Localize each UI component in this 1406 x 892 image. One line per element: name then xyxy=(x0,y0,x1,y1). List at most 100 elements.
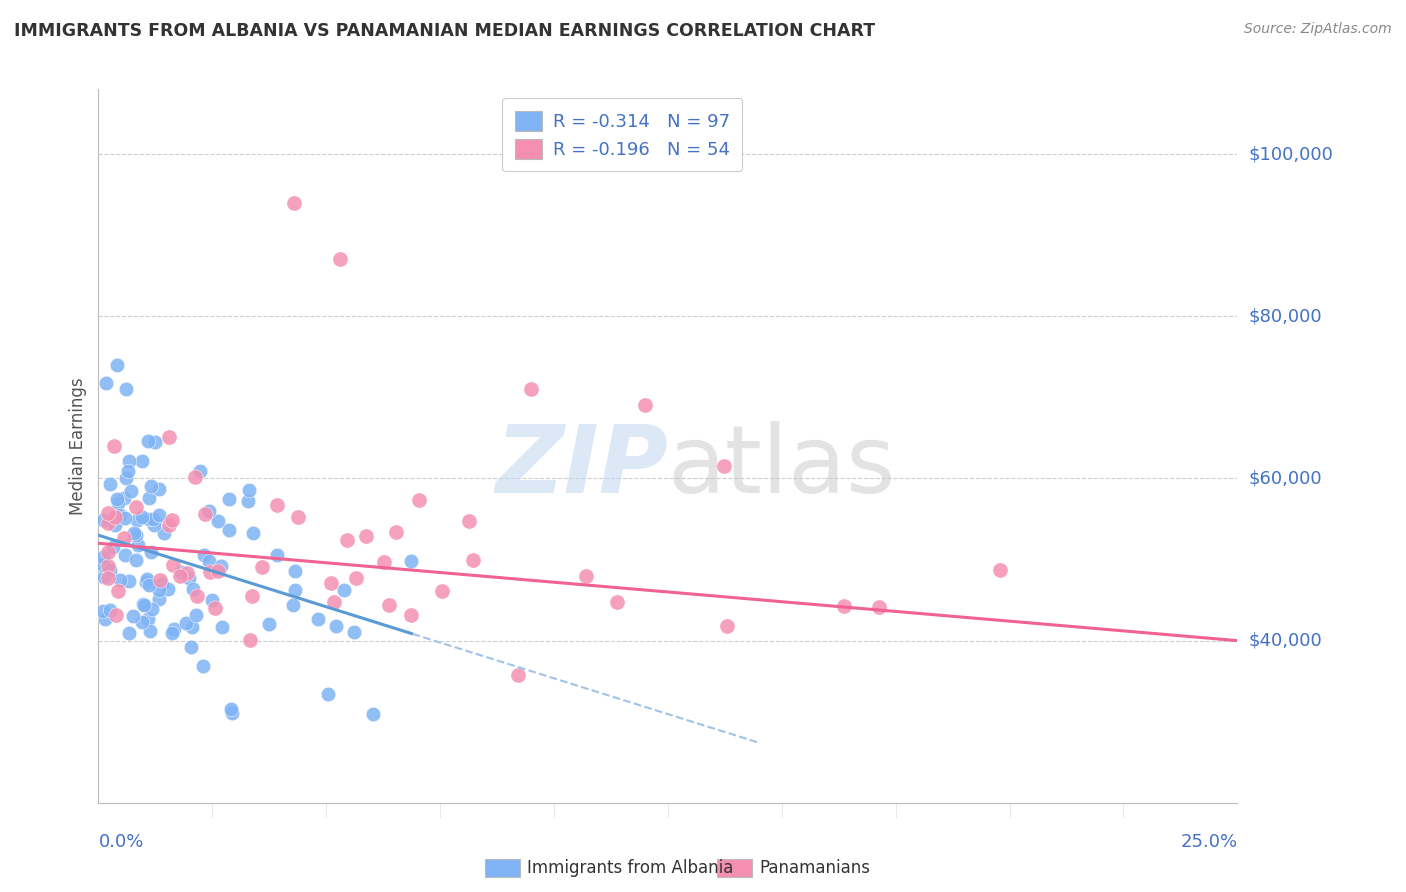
Point xyxy=(138,578,160,592)
Text: atlas: atlas xyxy=(668,421,896,514)
Point xyxy=(162,558,184,572)
Point xyxy=(159,430,181,444)
Point xyxy=(105,358,128,372)
Text: 25.0%: 25.0% xyxy=(1180,833,1237,851)
Point xyxy=(96,506,118,520)
Point xyxy=(342,624,364,639)
Point xyxy=(218,523,240,537)
Point xyxy=(107,584,129,599)
Point xyxy=(91,513,114,527)
Point xyxy=(93,612,115,626)
Point xyxy=(221,706,243,720)
Point xyxy=(131,510,153,524)
Point xyxy=(125,553,148,567)
Point xyxy=(194,507,217,521)
Point xyxy=(520,382,543,396)
Point xyxy=(266,498,288,512)
Point xyxy=(148,592,170,607)
Point xyxy=(136,434,159,448)
Point xyxy=(713,459,735,474)
Point xyxy=(163,622,186,636)
Point xyxy=(322,595,344,609)
Point xyxy=(93,570,115,584)
Point xyxy=(96,376,118,390)
Point xyxy=(118,574,141,589)
Point xyxy=(458,514,481,528)
Point xyxy=(377,598,399,612)
Point xyxy=(716,619,738,633)
Point xyxy=(142,512,165,526)
Point xyxy=(198,553,221,567)
Point xyxy=(110,573,132,587)
Point xyxy=(160,625,183,640)
Point xyxy=(131,454,153,468)
Point xyxy=(238,483,260,498)
Point xyxy=(399,607,422,622)
Point xyxy=(112,491,135,506)
Point xyxy=(152,526,174,541)
Point xyxy=(114,382,136,396)
Point xyxy=(284,564,307,578)
Point xyxy=(207,514,229,528)
Point xyxy=(868,599,890,614)
Point xyxy=(118,454,141,468)
Point xyxy=(177,571,200,585)
Point xyxy=(132,597,155,611)
Point xyxy=(204,601,226,615)
Point xyxy=(180,640,202,655)
Point xyxy=(115,471,138,485)
Text: $80,000: $80,000 xyxy=(1249,307,1322,326)
Point xyxy=(287,510,309,524)
Point xyxy=(319,576,342,591)
Point xyxy=(575,569,598,583)
Point xyxy=(91,549,114,564)
Point xyxy=(103,540,125,554)
Point xyxy=(149,574,172,588)
Point xyxy=(432,584,454,599)
Point xyxy=(344,571,367,585)
Point xyxy=(385,524,408,539)
Point xyxy=(170,565,193,579)
Point xyxy=(408,493,430,508)
Point xyxy=(138,491,160,505)
Point xyxy=(191,659,214,673)
Point xyxy=(157,518,180,533)
Text: $100,000: $100,000 xyxy=(1249,145,1333,163)
Point xyxy=(122,609,145,624)
Point xyxy=(242,526,264,541)
Point xyxy=(834,599,856,613)
Point xyxy=(118,626,141,640)
Point xyxy=(98,603,121,617)
Point xyxy=(138,512,160,526)
Point xyxy=(145,435,167,450)
Point xyxy=(104,517,127,532)
Point xyxy=(96,559,118,574)
Point xyxy=(284,583,307,598)
Text: ZIP: ZIP xyxy=(495,421,668,514)
Point xyxy=(239,632,262,647)
Point xyxy=(218,492,240,507)
Point xyxy=(193,548,215,562)
Point xyxy=(105,491,128,506)
Point xyxy=(139,544,162,558)
Point xyxy=(157,582,180,597)
Point xyxy=(333,583,356,598)
Point xyxy=(104,510,127,524)
Point xyxy=(307,612,329,626)
Point xyxy=(259,616,281,631)
Point xyxy=(207,564,229,578)
Point xyxy=(184,470,207,484)
Point xyxy=(240,589,263,603)
Point xyxy=(114,548,136,562)
Legend: R = -0.314   N = 97, R = -0.196   N = 54: R = -0.314 N = 97, R = -0.196 N = 54 xyxy=(502,98,742,171)
Point xyxy=(361,706,384,721)
Point xyxy=(125,528,148,542)
Point xyxy=(174,616,197,631)
Point xyxy=(103,439,125,453)
Point xyxy=(325,618,347,632)
Point xyxy=(186,589,208,603)
Point xyxy=(211,619,233,633)
Point xyxy=(266,549,288,563)
Text: Panamanians: Panamanians xyxy=(759,859,870,877)
Point xyxy=(107,495,129,509)
